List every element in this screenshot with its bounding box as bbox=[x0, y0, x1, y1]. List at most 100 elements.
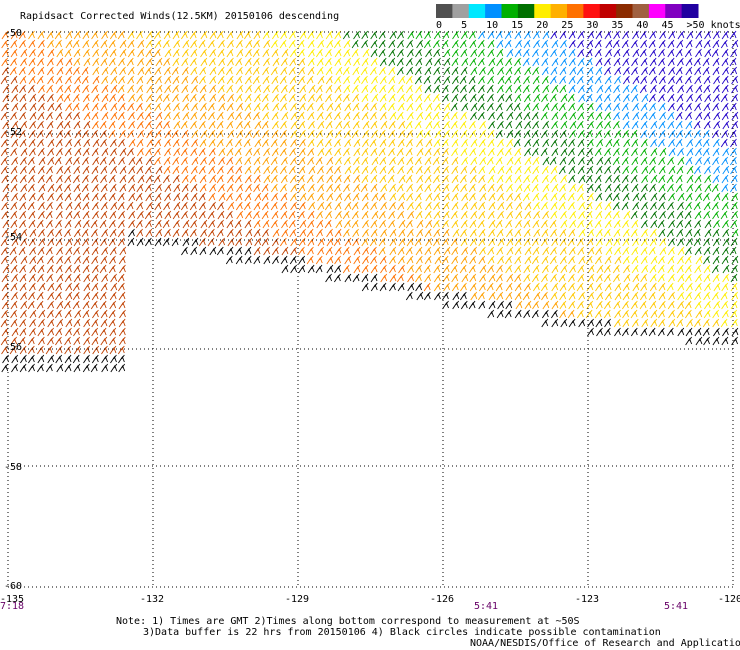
wind-barb bbox=[343, 156, 351, 166]
wind-barb bbox=[136, 84, 144, 94]
wind-barb bbox=[209, 48, 216, 58]
wind-barb bbox=[253, 183, 260, 193]
wind-barb bbox=[640, 138, 648, 148]
wind-barb bbox=[406, 255, 414, 265]
wind-barb bbox=[415, 210, 423, 220]
wind-barb bbox=[397, 138, 405, 148]
wind-barb bbox=[632, 30, 639, 40]
wind-barb bbox=[721, 129, 729, 139]
wind-barb bbox=[487, 39, 495, 49]
wind-barb bbox=[137, 210, 144, 220]
wind-barb bbox=[279, 75, 287, 85]
wind-barb bbox=[92, 66, 100, 76]
wind-barb bbox=[136, 237, 144, 247]
wind-barb bbox=[118, 138, 125, 148]
wind-barb bbox=[91, 354, 99, 364]
wind-barb bbox=[415, 273, 422, 283]
wind-barb bbox=[640, 120, 648, 130]
wind-barb bbox=[406, 156, 414, 166]
wind-barb bbox=[703, 264, 711, 274]
wind-barb bbox=[271, 147, 279, 157]
wind-barb bbox=[198, 75, 206, 85]
wind-barb bbox=[685, 228, 693, 238]
wind-barb bbox=[108, 237, 116, 247]
wind-barb bbox=[164, 192, 171, 202]
wind-barb bbox=[567, 237, 575, 247]
wind-barb bbox=[504, 30, 512, 40]
wind-barb bbox=[612, 210, 620, 220]
wind-barb bbox=[495, 273, 503, 283]
lon-label: -132 bbox=[140, 594, 164, 605]
wind-barb bbox=[640, 327, 648, 337]
wind-barb bbox=[432, 39, 440, 49]
wind-barb bbox=[514, 246, 522, 256]
wind-barb bbox=[460, 255, 468, 265]
wind-barb bbox=[532, 165, 540, 175]
wind-barb bbox=[649, 183, 656, 193]
wind-barb bbox=[27, 156, 35, 166]
wind-barb bbox=[568, 318, 576, 328]
wind-barb bbox=[685, 102, 692, 112]
wind-barb bbox=[677, 327, 685, 337]
wind-barb bbox=[414, 120, 422, 130]
wind-barb bbox=[711, 291, 719, 301]
wind-barb bbox=[245, 84, 252, 94]
wind-barb bbox=[181, 84, 189, 94]
wind-barb bbox=[47, 93, 54, 103]
wind-barb bbox=[281, 246, 289, 256]
wind-barb bbox=[658, 57, 665, 67]
wind-barb bbox=[424, 255, 432, 265]
wind-barb bbox=[253, 201, 261, 211]
wind-barb bbox=[441, 93, 449, 103]
wind-barb bbox=[704, 165, 711, 175]
wind-barb bbox=[361, 102, 369, 112]
wind-barb bbox=[10, 111, 17, 121]
wind-barb bbox=[11, 120, 19, 130]
wind-barb bbox=[568, 165, 576, 175]
wind-barb bbox=[630, 327, 638, 337]
wind-barb bbox=[64, 345, 72, 355]
wind-barb bbox=[0, 165, 8, 175]
wind-barb bbox=[38, 237, 46, 247]
wind-barb bbox=[649, 273, 657, 283]
wind-barb bbox=[658, 174, 666, 184]
wind-barb bbox=[47, 147, 54, 157]
wind-barb bbox=[514, 192, 521, 202]
wind-barb bbox=[649, 48, 657, 58]
wind-barb bbox=[254, 138, 262, 148]
wind-barb bbox=[406, 228, 414, 238]
wind-barb bbox=[270, 66, 278, 76]
wind-barb bbox=[730, 183, 737, 193]
wind-barb bbox=[308, 201, 316, 211]
wind-barb bbox=[459, 39, 467, 49]
wind-barb bbox=[559, 282, 567, 292]
wind-barb bbox=[424, 183, 432, 193]
wind-barb bbox=[720, 318, 728, 328]
wind-barb bbox=[155, 84, 163, 94]
wind-barb bbox=[631, 147, 638, 157]
wind-barb bbox=[333, 111, 341, 121]
lon-label: -129 bbox=[285, 594, 309, 605]
wind-barb bbox=[568, 156, 576, 166]
wind-barb bbox=[101, 273, 108, 283]
wind-barb bbox=[307, 183, 315, 193]
wind-barb bbox=[162, 39, 170, 49]
wind-barb bbox=[703, 300, 711, 310]
wind-barb bbox=[640, 39, 648, 49]
wind-barb bbox=[136, 93, 143, 103]
wind-barb bbox=[199, 84, 207, 94]
wind-barb bbox=[325, 147, 332, 157]
wind-barb bbox=[550, 246, 557, 256]
wind-barb bbox=[452, 228, 460, 238]
wind-barb bbox=[10, 210, 18, 220]
wind-barb bbox=[713, 219, 720, 229]
wind-barb bbox=[317, 39, 325, 49]
wind-barb bbox=[730, 264, 738, 274]
wind-barb bbox=[199, 66, 207, 76]
wind-barb bbox=[649, 30, 656, 40]
wind-barb bbox=[344, 165, 352, 175]
wind-barb bbox=[199, 201, 206, 211]
wind-barb bbox=[119, 246, 127, 256]
wind-barb bbox=[370, 219, 378, 229]
wind-barb bbox=[567, 93, 575, 103]
